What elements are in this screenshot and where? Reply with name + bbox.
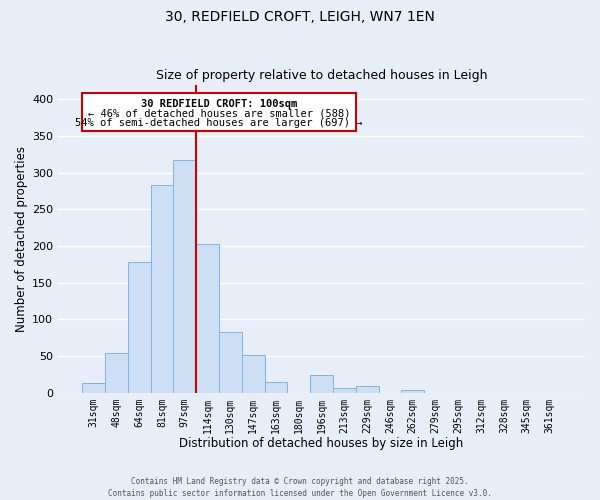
Bar [356,386,379,392]
Bar [128,262,151,392]
Bar [173,160,196,392]
Bar [219,332,242,392]
Bar [151,185,173,392]
Text: Contains HM Land Registry data © Crown copyright and database right 2025.
Contai: Contains HM Land Registry data © Crown c… [108,476,492,498]
Text: 30 REDFIELD CROFT: 100sqm: 30 REDFIELD CROFT: 100sqm [141,99,297,109]
Bar [242,356,265,393]
Bar [105,353,128,393]
Bar [82,383,105,392]
Bar [196,244,219,392]
Bar [333,388,356,392]
Title: Size of property relative to detached houses in Leigh: Size of property relative to detached ho… [156,69,487,82]
X-axis label: Distribution of detached houses by size in Leigh: Distribution of detached houses by size … [179,437,464,450]
Bar [310,375,333,392]
Text: ← 46% of detached houses are smaller (588): ← 46% of detached houses are smaller (58… [88,109,350,119]
Bar [401,390,424,392]
Text: 54% of semi-detached houses are larger (697) →: 54% of semi-detached houses are larger (… [75,118,362,128]
FancyBboxPatch shape [82,94,356,131]
Text: 30, REDFIELD CROFT, LEIGH, WN7 1EN: 30, REDFIELD CROFT, LEIGH, WN7 1EN [165,10,435,24]
Bar [265,382,287,392]
Y-axis label: Number of detached properties: Number of detached properties [15,146,28,332]
